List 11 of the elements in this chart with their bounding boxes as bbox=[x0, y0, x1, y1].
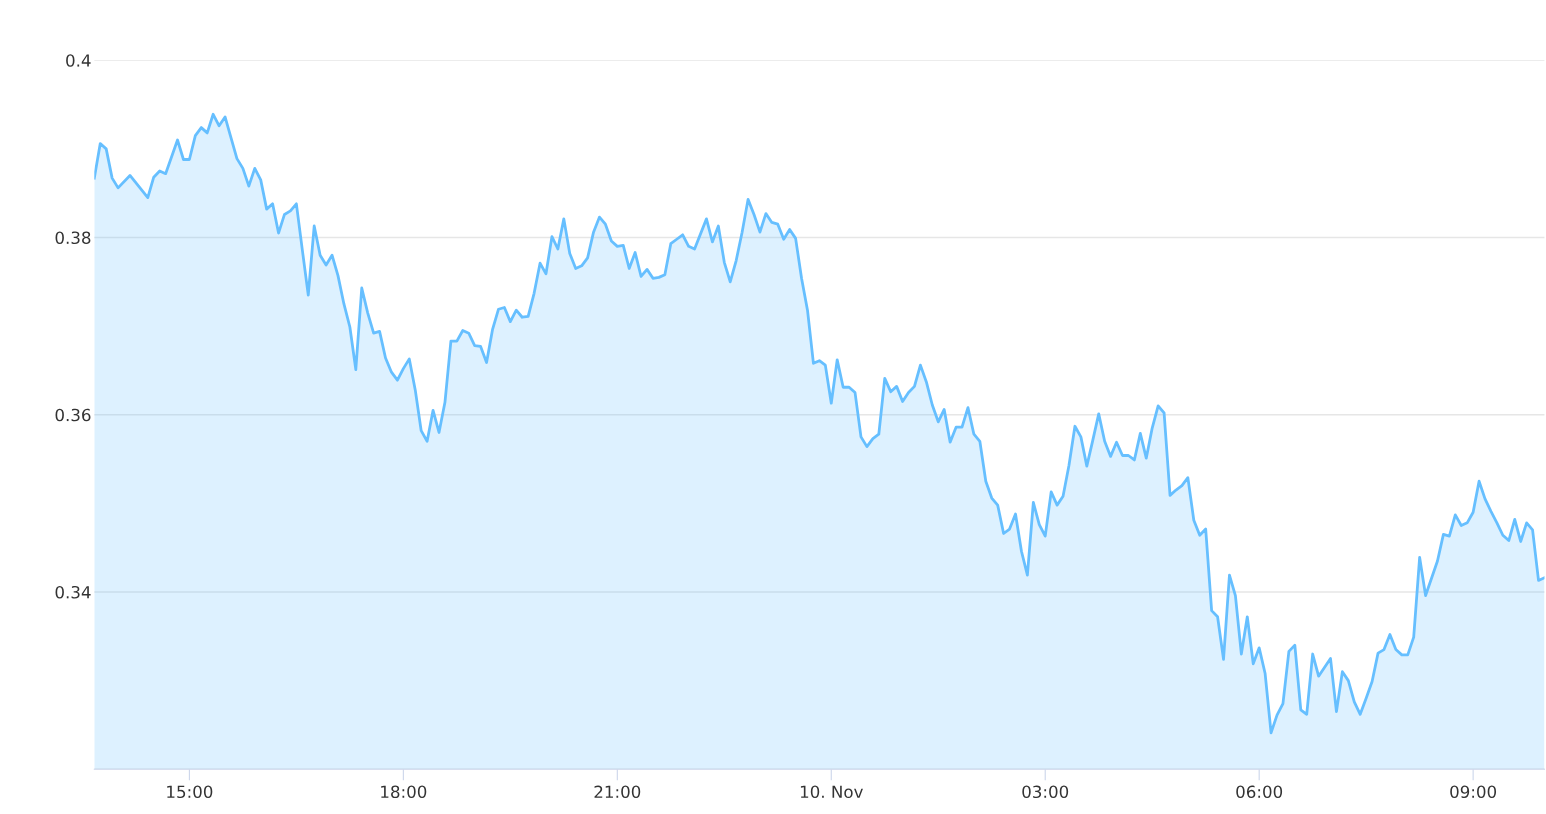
x-tick-label: 09:00 bbox=[1450, 785, 1497, 799]
x-tick-label: 15:00 bbox=[167, 785, 213, 799]
x-tick-label: 03:00 bbox=[1022, 785, 1069, 799]
y-tick-label: 0.38 bbox=[55, 231, 91, 245]
x-tick-label: 06:00 bbox=[1236, 785, 1283, 799]
y-tick-label: 0.4 bbox=[66, 54, 91, 67]
x-tick-label: 10. Nov bbox=[800, 785, 863, 799]
y-tick-label: 0.34 bbox=[55, 585, 91, 599]
x-tick-label: 21:00 bbox=[594, 785, 641, 799]
y-tick-label: 0.36 bbox=[55, 408, 91, 422]
x-tick-label: 18:00 bbox=[381, 785, 427, 799]
